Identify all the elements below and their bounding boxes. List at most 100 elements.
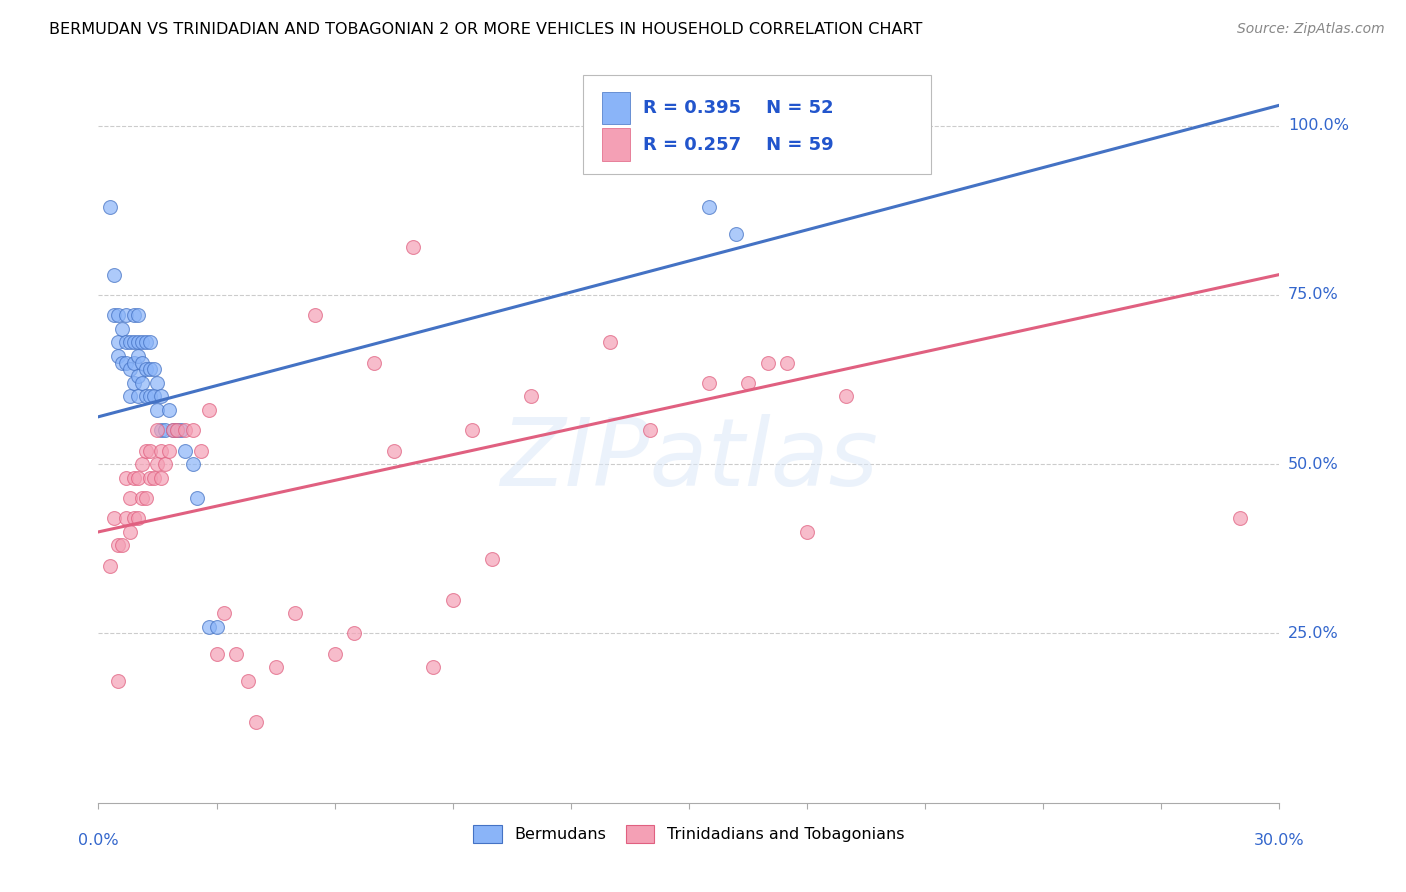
Text: 0.0%: 0.0% <box>79 833 118 848</box>
Point <box>122 355 145 369</box>
Text: 25.0%: 25.0% <box>1288 626 1339 641</box>
Point <box>127 471 149 485</box>
Point <box>835 389 858 403</box>
Text: 75.0%: 75.0% <box>1288 287 1339 302</box>
Point <box>737 376 759 390</box>
Point <box>98 558 121 573</box>
Point <box>122 335 145 350</box>
Point <box>103 511 125 525</box>
Point <box>127 511 149 525</box>
FancyBboxPatch shape <box>602 92 630 124</box>
Point <box>127 389 149 403</box>
Text: 50.0%: 50.0% <box>1288 457 1339 472</box>
Point <box>166 423 188 437</box>
Point <box>111 322 134 336</box>
Point <box>138 389 160 403</box>
Point <box>107 308 129 322</box>
Point <box>363 355 385 369</box>
Point <box>481 552 503 566</box>
Point <box>135 389 157 403</box>
Point <box>157 403 180 417</box>
Point <box>127 335 149 350</box>
Point <box>323 647 346 661</box>
Point <box>118 335 141 350</box>
Point <box>697 200 720 214</box>
Point <box>520 389 543 403</box>
Point <box>146 403 169 417</box>
Point <box>135 491 157 505</box>
Point <box>174 443 197 458</box>
Point <box>131 491 153 505</box>
Point <box>118 524 141 539</box>
Point <box>150 443 173 458</box>
FancyBboxPatch shape <box>602 128 630 161</box>
Point <box>138 443 160 458</box>
Point <box>146 423 169 437</box>
Point <box>107 673 129 688</box>
Point <box>343 626 366 640</box>
Point <box>107 335 129 350</box>
Text: R = 0.257    N = 59: R = 0.257 N = 59 <box>643 136 834 153</box>
Point <box>138 335 160 350</box>
Point <box>138 471 160 485</box>
Point <box>131 355 153 369</box>
Point <box>111 355 134 369</box>
Point <box>146 457 169 471</box>
Point <box>441 592 464 607</box>
Point <box>118 491 141 505</box>
Point <box>98 200 121 214</box>
Point <box>115 355 138 369</box>
Legend: Bermudans, Trinidadians and Tobagonians: Bermudans, Trinidadians and Tobagonians <box>467 819 911 850</box>
Text: R = 0.395    N = 52: R = 0.395 N = 52 <box>643 99 834 117</box>
Point <box>138 362 160 376</box>
Point <box>127 349 149 363</box>
Point <box>461 423 484 437</box>
Point <box>284 606 307 620</box>
Point <box>115 335 138 350</box>
Point <box>186 491 208 505</box>
Point <box>264 660 287 674</box>
Point <box>382 443 405 458</box>
Point <box>245 714 267 729</box>
Point <box>599 335 621 350</box>
Point <box>146 376 169 390</box>
Point <box>170 423 193 437</box>
Point <box>697 376 720 390</box>
Text: Source: ZipAtlas.com: Source: ZipAtlas.com <box>1237 22 1385 37</box>
Point <box>103 308 125 322</box>
Point <box>111 538 134 552</box>
Point <box>236 673 259 688</box>
Point <box>1229 511 1251 525</box>
Point <box>115 471 138 485</box>
Point <box>115 308 138 322</box>
Point <box>787 145 810 160</box>
Point <box>107 538 129 552</box>
Point <box>131 376 153 390</box>
Point <box>135 443 157 458</box>
Point <box>150 471 173 485</box>
Text: 100.0%: 100.0% <box>1288 118 1348 133</box>
Point <box>205 620 228 634</box>
Point <box>118 389 141 403</box>
FancyBboxPatch shape <box>582 75 931 174</box>
Text: ZIPatlas: ZIPatlas <box>501 414 877 505</box>
Point <box>181 457 204 471</box>
Point <box>131 457 153 471</box>
Point <box>197 403 219 417</box>
Point <box>725 227 748 241</box>
Point <box>150 423 173 437</box>
Point <box>756 132 779 146</box>
Point <box>150 389 173 403</box>
Point <box>142 471 165 485</box>
Point <box>197 620 219 634</box>
Point <box>181 423 204 437</box>
Point <box>205 647 228 661</box>
Point <box>162 423 184 437</box>
Point <box>756 355 779 369</box>
Point <box>122 308 145 322</box>
Text: 30.0%: 30.0% <box>1254 833 1305 848</box>
Point <box>190 443 212 458</box>
Point <box>155 423 177 437</box>
Point <box>422 660 444 674</box>
Point <box>776 355 799 369</box>
